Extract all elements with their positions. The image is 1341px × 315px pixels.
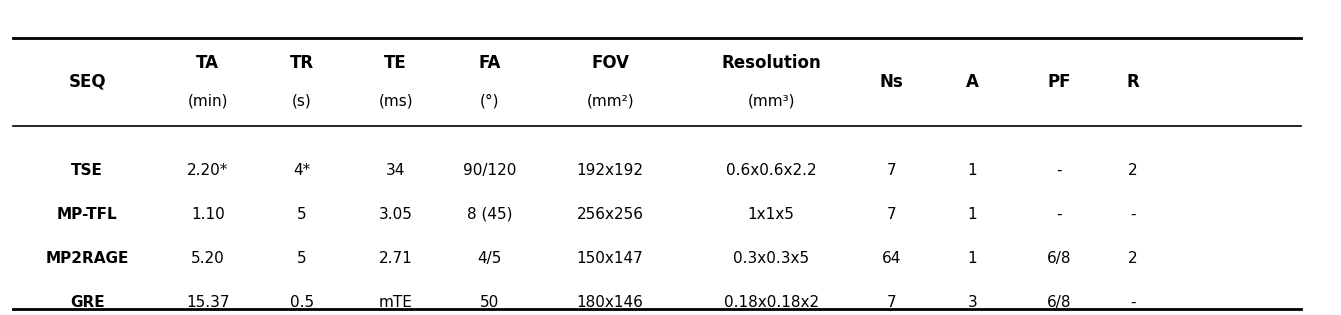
Text: 256x256: 256x256 xyxy=(577,207,644,222)
Text: 3: 3 xyxy=(967,295,978,310)
Text: FA: FA xyxy=(479,54,500,72)
Text: (°): (°) xyxy=(480,93,499,108)
Text: 6/8: 6/8 xyxy=(1047,251,1071,266)
Text: 50: 50 xyxy=(480,295,499,310)
Text: A: A xyxy=(966,73,979,91)
Text: 150x147: 150x147 xyxy=(577,251,644,266)
Text: TE: TE xyxy=(385,54,406,72)
Text: -: - xyxy=(1057,207,1062,222)
Text: 2.20*: 2.20* xyxy=(188,163,228,178)
Text: 7: 7 xyxy=(886,207,897,222)
Text: -: - xyxy=(1130,295,1136,310)
Text: 1x1x5: 1x1x5 xyxy=(748,207,794,222)
Text: 1: 1 xyxy=(967,207,978,222)
Text: 192x192: 192x192 xyxy=(577,163,644,178)
Text: -: - xyxy=(1130,207,1136,222)
Text: 5.20: 5.20 xyxy=(190,251,225,266)
Text: 2.71: 2.71 xyxy=(378,251,413,266)
Text: 5: 5 xyxy=(296,207,307,222)
Text: 7: 7 xyxy=(886,163,897,178)
Text: 8 (45): 8 (45) xyxy=(467,207,512,222)
Text: 180x146: 180x146 xyxy=(577,295,644,310)
Text: 0.3x0.3x5: 0.3x0.3x5 xyxy=(734,251,809,266)
Text: 1: 1 xyxy=(967,251,978,266)
Text: 0.6x0.6x2.2: 0.6x0.6x2.2 xyxy=(725,163,817,178)
Text: 1: 1 xyxy=(967,163,978,178)
Text: -: - xyxy=(1057,163,1062,178)
Text: 4/5: 4/5 xyxy=(477,251,502,266)
Text: 0.18x0.18x2: 0.18x0.18x2 xyxy=(724,295,818,310)
Text: 64: 64 xyxy=(882,251,901,266)
Text: GRE: GRE xyxy=(70,295,105,310)
Text: 90/120: 90/120 xyxy=(463,163,516,178)
Text: TR: TR xyxy=(290,54,314,72)
Text: MP-TFL: MP-TFL xyxy=(56,207,118,222)
Text: 2: 2 xyxy=(1128,163,1139,178)
Text: TA: TA xyxy=(196,54,220,72)
Text: (ms): (ms) xyxy=(378,93,413,108)
Text: MP2RAGE: MP2RAGE xyxy=(46,251,129,266)
Text: 4*: 4* xyxy=(294,163,310,178)
Text: 5: 5 xyxy=(296,251,307,266)
Text: (s): (s) xyxy=(292,93,311,108)
Text: (mm²): (mm²) xyxy=(586,93,634,108)
Text: mTE: mTE xyxy=(378,295,413,310)
Text: PF: PF xyxy=(1047,73,1071,91)
Text: 34: 34 xyxy=(386,163,405,178)
Text: Resolution: Resolution xyxy=(721,54,821,72)
Text: 6/8: 6/8 xyxy=(1047,295,1071,310)
Text: 2: 2 xyxy=(1128,251,1139,266)
Text: 1.10: 1.10 xyxy=(190,207,225,222)
Text: (mm³): (mm³) xyxy=(747,93,795,108)
Text: SEQ: SEQ xyxy=(68,73,106,91)
Text: 0.5: 0.5 xyxy=(290,295,314,310)
Text: Ns: Ns xyxy=(880,73,904,91)
Text: (min): (min) xyxy=(188,93,228,108)
Text: TSE: TSE xyxy=(71,163,103,178)
Text: FOV: FOV xyxy=(591,54,629,72)
Text: 7: 7 xyxy=(886,295,897,310)
Text: R: R xyxy=(1126,73,1140,91)
Text: 15.37: 15.37 xyxy=(186,295,229,310)
Text: 3.05: 3.05 xyxy=(378,207,413,222)
